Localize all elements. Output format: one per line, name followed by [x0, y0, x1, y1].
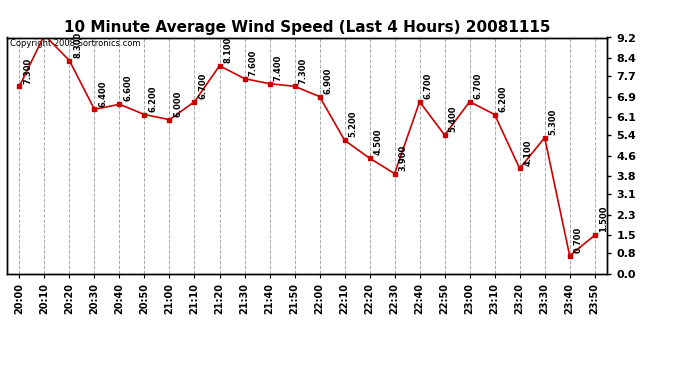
Text: Copyright 2008 Sortronics.com: Copyright 2008 Sortronics.com	[10, 39, 140, 48]
Text: 1.500: 1.500	[599, 206, 608, 232]
Text: 5.200: 5.200	[348, 111, 357, 138]
Text: 0.700: 0.700	[574, 227, 583, 253]
Text: 7.400: 7.400	[274, 55, 283, 81]
Text: 3.900: 3.900	[399, 145, 408, 171]
Text: 6.200: 6.200	[148, 85, 157, 112]
Text: 5.400: 5.400	[448, 106, 457, 132]
Text: 6.700: 6.700	[424, 72, 433, 99]
Text: 7.600: 7.600	[248, 50, 257, 76]
Text: 4.500: 4.500	[374, 129, 383, 155]
Text: 8.300: 8.300	[74, 32, 83, 58]
Text: 6.900: 6.900	[324, 68, 333, 94]
Text: 6.600: 6.600	[124, 75, 132, 102]
Title: 10 Minute Average Wind Speed (Last 4 Hours) 20081115: 10 Minute Average Wind Speed (Last 4 Hou…	[63, 20, 551, 35]
Text: 8.100: 8.100	[224, 37, 233, 63]
Text: 9.300: 9.300	[0, 374, 1, 375]
Text: 6.400: 6.400	[99, 80, 108, 106]
Text: 6.000: 6.000	[174, 90, 183, 117]
Text: 4.100: 4.100	[524, 139, 533, 166]
Text: 7.300: 7.300	[23, 57, 32, 84]
Text: 6.700: 6.700	[199, 72, 208, 99]
Text: 5.300: 5.300	[549, 108, 558, 135]
Text: 6.200: 6.200	[499, 85, 508, 112]
Text: 6.700: 6.700	[474, 72, 483, 99]
Text: 7.300: 7.300	[299, 57, 308, 84]
